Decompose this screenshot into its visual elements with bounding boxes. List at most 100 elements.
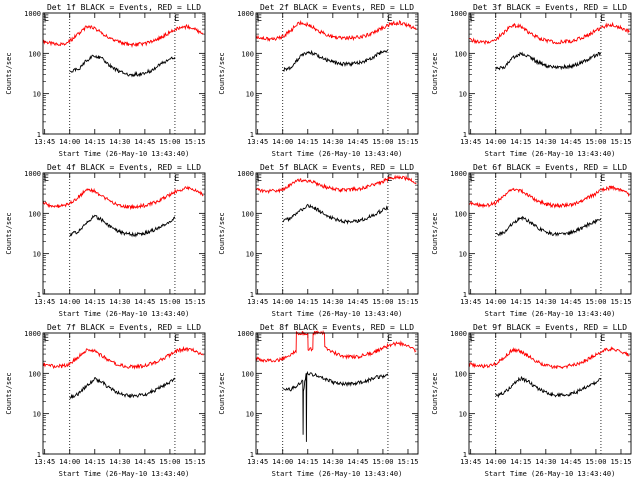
- events-series-line: [495, 51, 601, 71]
- x-tick-label: 14:15: [510, 298, 531, 306]
- x-tick-label: 14:30: [109, 298, 130, 306]
- x-tick-label: 13:45: [247, 138, 268, 146]
- y-tick-label: 1000: [450, 330, 467, 338]
- panel-6: Det 6f BLACK = Events, RED = LLD Counts/s…: [431, 163, 632, 318]
- lld-series-line: [42, 23, 204, 49]
- e-marker: E: [470, 14, 475, 24]
- x-tick-label: 13:45: [460, 138, 481, 146]
- e-marker: E: [257, 334, 262, 344]
- plot-frame: [468, 332, 632, 455]
- e-marker: E: [257, 174, 262, 184]
- y-tick-label: 100: [241, 50, 254, 58]
- y-tick-label: 1: [463, 131, 467, 139]
- y-tick-label: 1: [37, 131, 41, 139]
- events-series-line: [282, 370, 389, 442]
- y-tick-label: 10: [246, 91, 254, 99]
- x-tick-label: 13:45: [34, 298, 55, 306]
- e-marker: E: [174, 14, 179, 24]
- x-tick-label: 14:15: [297, 138, 318, 146]
- x-tick-label: 15:15: [610, 458, 631, 466]
- y-axis-label: Counts/sec: [218, 52, 226, 94]
- y-axis-label: Counts/sec: [218, 372, 226, 414]
- x-tick-label: 14:15: [84, 458, 105, 466]
- x-tick-label: 14:00: [59, 138, 80, 146]
- events-series-line: [69, 377, 176, 399]
- e-marker: E: [387, 334, 392, 344]
- y-tick-label: 1000: [237, 330, 254, 338]
- x-tick-label: 15:15: [184, 458, 205, 466]
- lld-series-line: [42, 345, 204, 370]
- x-axis-label: Start Time (26-May-10 13:43:40): [59, 470, 190, 478]
- e-marker: E: [600, 14, 605, 24]
- x-tick-label: 14:45: [560, 458, 581, 466]
- y-axis-label: Counts/sec: [431, 372, 439, 414]
- x-tick-label: 14:15: [510, 458, 531, 466]
- x-axis-label: Start Time (26-May-10 13:43:40): [485, 150, 616, 158]
- x-tick-label: 14:00: [485, 138, 506, 146]
- x-tick-label: 14:00: [59, 298, 80, 306]
- x-tick-label: 14:45: [560, 138, 581, 146]
- x-tick-label: 15:00: [159, 298, 180, 306]
- e-marker: E: [44, 174, 49, 184]
- lld-series-line: [42, 185, 204, 211]
- panel-7: Det 7f BLACK = Events, RED = LLD Counts/s…: [5, 323, 206, 478]
- x-tick-label: 14:00: [272, 138, 293, 146]
- y-tick-label: 10: [246, 411, 254, 419]
- y-tick-label: 1000: [24, 170, 41, 178]
- y-tick-label: 10: [246, 251, 254, 259]
- y-tick-label: 1: [463, 291, 467, 299]
- x-tick-label: 14:30: [109, 458, 130, 466]
- x-tick-label: 14:00: [272, 458, 293, 466]
- x-tick-label: 14:15: [297, 298, 318, 306]
- plot-frame: [255, 172, 419, 295]
- x-tick-label: 14:30: [109, 138, 130, 146]
- lld-series-line: [468, 185, 630, 209]
- e-marker: E: [600, 334, 605, 344]
- e-marker: E: [470, 334, 475, 344]
- x-tick-label: 14:45: [347, 138, 368, 146]
- e-marker: E: [44, 14, 49, 24]
- x-tick-label: 14:15: [84, 298, 105, 306]
- x-tick-label: 14:45: [347, 298, 368, 306]
- y-tick-label: 1: [37, 451, 41, 459]
- y-axis-label: Counts/sec: [431, 212, 439, 254]
- panel-1: Det 1f BLACK = Events, RED = LLD Counts/s…: [5, 3, 206, 158]
- e-marker: E: [257, 14, 262, 24]
- y-tick-label: 10: [459, 91, 467, 99]
- x-tick-label: 15:00: [372, 298, 393, 306]
- panel-title: Det 5f BLACK = Events, RED = LLD: [260, 163, 414, 172]
- x-tick-label: 15:15: [397, 138, 418, 146]
- panel-3: Det 3f BLACK = Events, RED = LLD Counts/s…: [431, 3, 632, 158]
- panel-8: Det 8f BLACK = Events, RED = LLD Counts/s…: [218, 323, 419, 478]
- panel-title: Det 8f BLACK = Events, RED = LLD: [260, 323, 414, 332]
- panel-title: Det 6f BLACK = Events, RED = LLD: [473, 163, 627, 172]
- x-tick-label: 14:15: [510, 138, 531, 146]
- x-tick-label: 14:45: [134, 138, 155, 146]
- x-tick-label: 14:45: [347, 458, 368, 466]
- x-tick-label: 14:30: [322, 298, 343, 306]
- panel-title: Det 4f BLACK = Events, RED = LLD: [47, 163, 201, 172]
- e-marker: E: [174, 174, 179, 184]
- x-axis-label: Start Time (26-May-10 13:43:40): [272, 310, 403, 318]
- y-tick-label: 1: [250, 291, 254, 299]
- e-marker: E: [44, 334, 49, 344]
- y-tick-label: 10: [459, 251, 467, 259]
- x-tick-label: 13:45: [247, 458, 268, 466]
- y-axis-label: Counts/sec: [218, 212, 226, 254]
- x-axis-label: Start Time (26-May-10 13:43:40): [59, 150, 190, 158]
- x-axis-label: Start Time (26-May-10 13:43:40): [59, 310, 190, 318]
- x-tick-label: 14:00: [485, 298, 506, 306]
- y-tick-label: 100: [454, 370, 467, 378]
- e-marker: E: [174, 334, 179, 344]
- y-tick-label: 10: [459, 411, 467, 419]
- lld-series-line: [468, 21, 630, 46]
- x-tick-label: 15:00: [159, 458, 180, 466]
- x-axis-label: Start Time (26-May-10 13:43:40): [485, 310, 616, 318]
- x-tick-label: 13:45: [460, 458, 481, 466]
- x-tick-label: 14:45: [134, 298, 155, 306]
- x-tick-label: 15:15: [397, 458, 418, 466]
- panel-5: Det 5f BLACK = Events, RED = LLD Counts/s…: [218, 163, 419, 318]
- y-tick-label: 100: [28, 210, 41, 218]
- y-tick-label: 1: [37, 291, 41, 299]
